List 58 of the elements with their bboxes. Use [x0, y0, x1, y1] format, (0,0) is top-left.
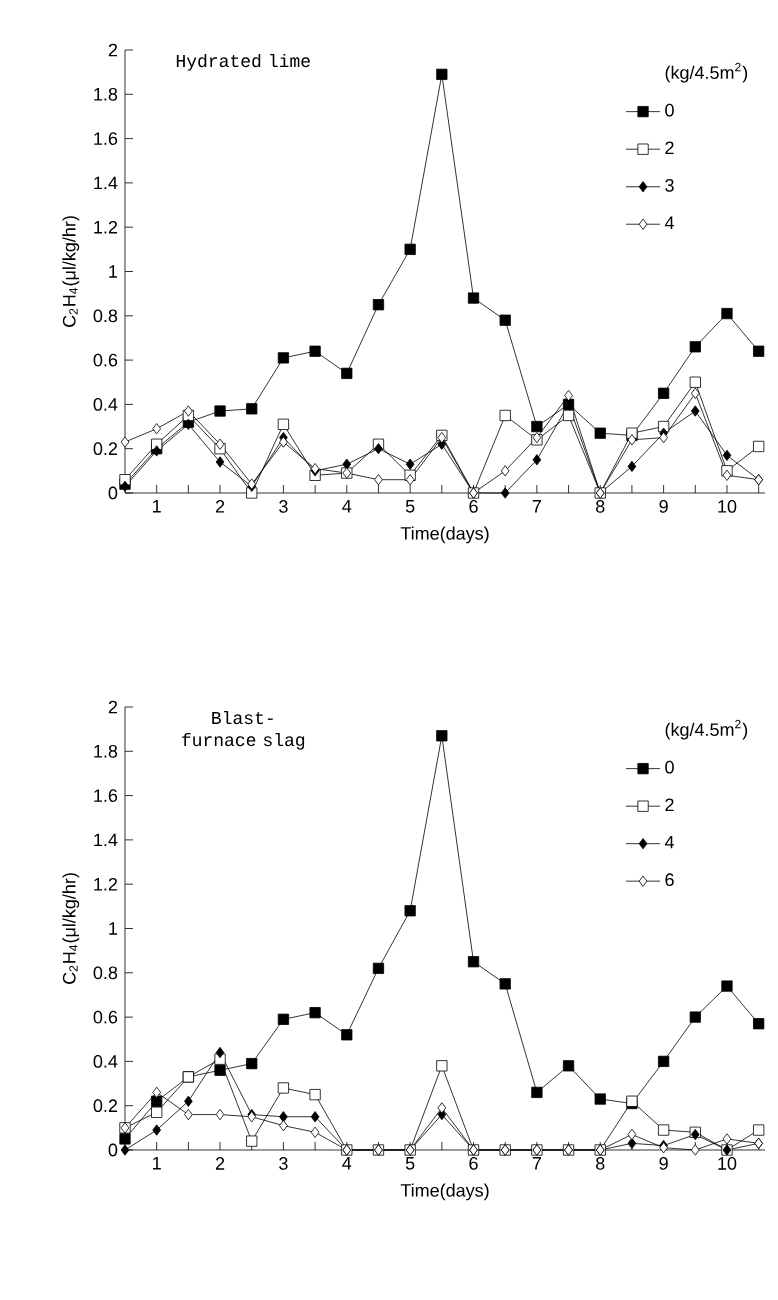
x-tick-label: 1 [153, 1157, 161, 1170]
y-tick-label: 1.6 [94, 132, 118, 145]
x-tick-label: 8 [596, 500, 605, 513]
x-tick-label: 6 [469, 1157, 478, 1170]
x-tick-label: 7 [532, 500, 541, 513]
x-tick-label: 5 [405, 1157, 415, 1170]
legend-label: 3 [665, 178, 674, 192]
y-tick-label: 0.2 [93, 442, 118, 456]
y-tick-label: 0.6 [93, 1010, 118, 1024]
legend-label: 2 [665, 141, 674, 154]
y-tick-label: 1 [109, 265, 118, 278]
y-tick-label: 2 [108, 700, 118, 714]
x-tick-label: 3 [279, 500, 288, 513]
chart-title: Hydrated lime [176, 53, 310, 71]
legend-title: (kg/4.5m$^{2}$) [665, 719, 748, 740]
legend-label: 0 [665, 103, 674, 117]
y-tick-label: 0.8 [93, 309, 118, 323]
legend-label: 0 [665, 760, 674, 774]
y-tick-label: 1 [109, 922, 118, 935]
x-tick-label: 4 [342, 500, 352, 513]
x-tick-label: 6 [469, 500, 478, 513]
x-tick-label: 8 [596, 1157, 605, 1170]
legend-title: (kg/4.5m$^{2}$) [665, 62, 748, 83]
y-axis-title: C$_{2}$H$_{4}$(μl/kg/hr) [62, 216, 80, 327]
legend-label: 4 [664, 835, 674, 849]
y-tick-label: 0.4 [93, 398, 118, 411]
x-tick-label: 10 [718, 1157, 737, 1170]
y-tick-label: 0 [108, 1143, 118, 1157]
x-tick-label: 4 [342, 1157, 352, 1170]
x-axis-title: Time(days) [400, 526, 489, 544]
text: Blast-furnace slag [182, 710, 305, 750]
x-axis-title: Time(days) [400, 1183, 489, 1201]
y-tick-label: 1.4 [94, 176, 118, 190]
x-tick-label: 3 [279, 1157, 288, 1170]
y-tick-label: 0.4 [93, 1055, 118, 1068]
y-axis-title: C$_{2}$H$_{4}$(μl/kg/hr) [62, 873, 80, 984]
legend-label: 4 [664, 216, 674, 229]
y-tick-label: 1.8 [94, 744, 118, 758]
x-tick-label: 1 [153, 500, 161, 513]
y-tick-label: 1.2 [94, 220, 118, 234]
x-tick-label: 9 [659, 500, 668, 513]
y-tick-label: 0.2 [93, 1099, 118, 1113]
y-tick-label: 1.6 [94, 789, 118, 802]
y-tick-label: 0.6 [93, 353, 118, 367]
x-tick-label: 10 [718, 500, 737, 513]
legend-label: 6 [665, 873, 674, 887]
y-tick-label: 0.8 [93, 966, 118, 980]
y-tick-label: 2 [108, 43, 118, 57]
y-tick-label: 1.8 [94, 87, 118, 101]
x-tick-label: 2 [215, 1157, 225, 1170]
x-tick-label: 7 [532, 1157, 541, 1170]
y-tick-label: 0 [108, 486, 118, 500]
x-tick-label: 5 [405, 500, 415, 513]
y-tick-label: 1.2 [94, 877, 118, 891]
x-tick-label: 9 [659, 1157, 668, 1170]
x-tick-label: 2 [215, 500, 225, 513]
legend-label: 2 [665, 798, 674, 811]
y-tick-label: 1.4 [94, 833, 118, 847]
